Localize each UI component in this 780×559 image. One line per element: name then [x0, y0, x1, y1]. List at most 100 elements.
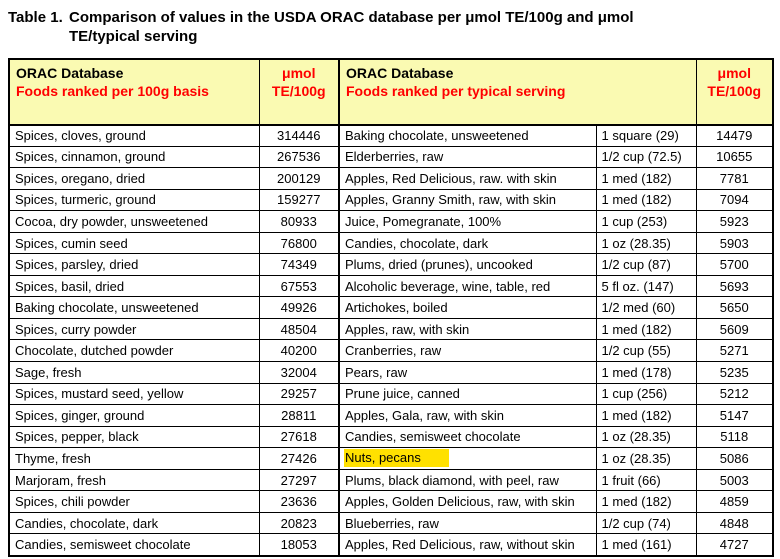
orac-value-per-serving: 5923 — [695, 210, 774, 233]
orac-value-per-serving: 10655 — [695, 145, 774, 169]
serving-size: 1 square (29) — [595, 124, 697, 147]
header-left-db-label: ORAC Database — [16, 64, 124, 81]
orac-value-per-serving: 5003 — [695, 468, 774, 492]
table-row: Spices, basil, dried 67553 Alcoholic bever… — [8, 274, 774, 298]
table-row: Baking chocolate, unsweetened 49926 Artich… — [8, 296, 774, 319]
food-name-per-100g: Spices, parsley, dried — [8, 253, 260, 276]
orac-value-per-serving: 7781 — [695, 167, 774, 190]
food-name-per-100g: Candies, chocolate, dark — [8, 511, 260, 535]
table-row: Chocolate, dutched powder 40200 Cranberrie… — [8, 339, 774, 363]
table-row: Spices, parsley, dried 74349 Plums, dried … — [8, 253, 774, 276]
orac-value-per-serving: 5147 — [695, 404, 774, 427]
food-name-per-serving: Apples, Gala, raw, with skin — [338, 404, 597, 427]
orac-comparison-table: ORAC Database Foods ranked per 100g basi… — [8, 57, 774, 557]
header-left-unit-line1: μmol — [282, 64, 316, 81]
table-row: Spices, oregano, dried 200129 Apples, Red … — [8, 167, 774, 190]
orac-value-per-100g: 48504 — [258, 317, 340, 341]
food-name-per-serving: Cranberries, raw — [338, 339, 597, 363]
orac-value-per-serving: 5086 — [695, 447, 774, 470]
orac-value-per-100g: 27618 — [258, 425, 340, 449]
food-name-per-100g: Spices, mustard seed, yellow — [8, 382, 260, 406]
food-name-per-serving: Baking chocolate, unsweetened — [338, 124, 597, 147]
serving-size: 1 med (182) — [595, 167, 697, 190]
header-left-sub-label: Foods ranked per 100g basis — [16, 83, 209, 100]
food-name-per-100g: Spices, oregano, dried — [8, 167, 260, 190]
orac-value-per-100g: 29257 — [258, 382, 340, 406]
orac-value-per-100g: 267536 — [258, 145, 340, 169]
table-row: Spices, chili powder 23636 Apples, Golden … — [8, 490, 774, 513]
food-name-per-serving: Apples, raw, with skin — [338, 317, 597, 341]
food-name-per-serving: Plums, dried (prunes), uncooked — [338, 253, 597, 276]
orac-value-per-100g: 20823 — [258, 511, 340, 535]
header-foods-per-serving: ORAC Database Foods ranked per typical s… — [338, 58, 697, 126]
food-name-per-100g: Cocoa, dry powder, unsweetened — [8, 210, 260, 233]
serving-size: 1 med (182) — [595, 490, 697, 513]
orac-value-per-serving: 5235 — [695, 361, 774, 384]
food-name-per-100g: Spices, basil, dried — [8, 274, 260, 298]
header-left-unit: μmol TE/100g — [258, 58, 340, 126]
orac-value-per-100g: 27297 — [258, 468, 340, 492]
table-row: Spices, cloves, ground 314446 Baking choco… — [8, 124, 774, 147]
food-name-per-100g: Spices, pepper, black — [8, 425, 260, 449]
serving-size: 1/2 cup (55) — [595, 339, 697, 363]
orac-value-per-100g: 28811 — [258, 404, 340, 427]
serving-size: 1/2 cup (72.5) — [595, 145, 697, 169]
orac-value-per-100g: 314446 — [258, 124, 340, 147]
table-row: Spices, curry powder 48504 Apples, raw, wi… — [8, 317, 774, 341]
serving-size: 1/2 cup (87) — [595, 253, 697, 276]
orac-value-per-serving: 5650 — [695, 296, 774, 319]
serving-size: 1 cup (253) — [595, 210, 697, 233]
orac-value-per-100g: 67553 — [258, 274, 340, 298]
orac-value-per-serving: 7094 — [695, 188, 774, 212]
serving-size: 1 oz (28.35) — [595, 231, 697, 255]
serving-size: 1 oz (28.35) — [595, 425, 697, 449]
table-row: Spices, ginger, ground 28811 Apples, Gala,… — [8, 404, 774, 427]
food-name-per-serving: Candies, chocolate, dark — [338, 231, 597, 255]
orac-value-per-100g: 200129 — [258, 167, 340, 190]
orac-value-per-serving: 5212 — [695, 382, 774, 406]
serving-size: 1 fruit (66) — [595, 468, 697, 492]
orac-value-per-100g: 159277 — [258, 188, 340, 212]
serving-size: 1 med (182) — [595, 317, 697, 341]
food-name-per-serving: Blueberries, raw — [338, 511, 597, 535]
food-name-per-100g: Chocolate, dutched powder — [8, 339, 260, 363]
header-right-unit: μmol TE/100g — [695, 58, 774, 126]
serving-size: 1 med (161) — [595, 533, 697, 556]
highlighted-food-name: Nuts, pecans — [344, 449, 449, 468]
food-name-per-serving: Apples, Granny Smith, raw, with skin — [338, 188, 597, 212]
table-row: Spices, cumin seed 76800 Candies, chocolat… — [8, 231, 774, 255]
table-header-row: ORAC Database Foods ranked per 100g basi… — [8, 58, 774, 126]
orac-value-per-serving: 14479 — [695, 124, 774, 147]
table-title: Table 1. Comparison of values in the USD… — [0, 0, 780, 47]
food-name-per-100g: Spices, curry powder — [8, 317, 260, 341]
food-name-per-100g: Baking chocolate, unsweetened — [8, 296, 260, 319]
serving-size: 1 med (178) — [595, 361, 697, 384]
orac-value-per-serving: 5118 — [695, 425, 774, 449]
serving-size: 1 med (182) — [595, 404, 697, 427]
table-body: Spices, cloves, ground 314446 Baking choco… — [8, 124, 774, 556]
food-name-per-serving: Apples, Golden Delicious, raw, with skin — [338, 490, 597, 513]
table-row: Spices, turmeric, ground 159277 Apples, Gr… — [8, 188, 774, 212]
table-row: Candies, semisweet chocolate 18053 Apples,… — [8, 533, 774, 556]
serving-size: 1/2 cup (74) — [595, 511, 697, 535]
serving-size: 1 oz (28.35) — [595, 447, 697, 470]
orac-value-per-100g: 23636 — [258, 490, 340, 513]
food-name-per-100g: Spices, cinnamon, ground — [8, 145, 260, 169]
food-name-per-serving: Elderberries, raw — [338, 145, 597, 169]
orac-value-per-100g: 27426 — [258, 447, 340, 470]
table-row: Spices, cinnamon, ground 267536 Elderberri… — [8, 145, 774, 169]
food-name-per-100g: Spices, chili powder — [8, 490, 260, 513]
orac-value-per-serving: 5609 — [695, 317, 774, 341]
orac-value-per-100g: 18053 — [258, 533, 340, 556]
table-row: Spices, pepper, black 27618 Candies, semis… — [8, 425, 774, 449]
orac-value-per-100g: 80933 — [258, 210, 340, 233]
food-name-per-100g: Sage, fresh — [8, 361, 260, 384]
food-name-per-100g: Spices, ginger, ground — [8, 404, 260, 427]
orac-value-per-100g: 49926 — [258, 296, 340, 319]
food-name-per-serving: Candies, semisweet chocolate — [338, 425, 597, 449]
header-right-sub-label: Foods ranked per typical serving — [346, 83, 566, 100]
header-right-unit-line1: μmol — [717, 64, 751, 81]
table-title-text: Comparison of values in the USDA ORAC da… — [69, 9, 634, 45]
food-name-per-serving: Juice, Pomegranate, 100% — [338, 210, 597, 233]
orac-value-per-serving: 5271 — [695, 339, 774, 363]
